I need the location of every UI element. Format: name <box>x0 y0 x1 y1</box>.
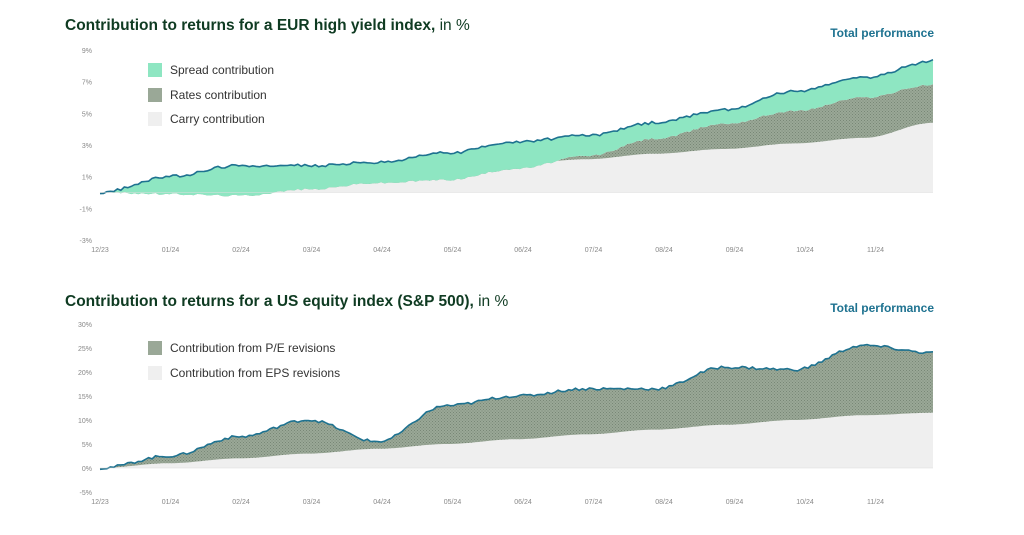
chart-title-text: Contribution to returns for a EUR high y… <box>65 17 436 34</box>
legend-label: Carry contribution <box>170 112 265 127</box>
legend: Contribution from P/E revisions Contribu… <box>148 336 340 385</box>
y-tick-label: 1% <box>82 175 92 182</box>
y-tick-label: 20% <box>78 370 92 377</box>
legend-swatch-spread <box>148 63 162 78</box>
y-tick-label: 5% <box>82 111 92 118</box>
x-tick-label: 08/24 <box>655 499 673 506</box>
legend-swatch-carry <box>148 112 162 127</box>
chart-title-unit: in % <box>478 293 509 310</box>
total-performance-line <box>99 58 934 195</box>
x-tick-label: 10/24 <box>796 247 814 254</box>
y-tick-label: 15% <box>78 394 92 401</box>
x-tick-label: 12/23 <box>91 499 109 506</box>
chart-title-us-equity: Contribution to returns for a US equity … <box>65 293 508 311</box>
total-performance-label: Total performance <box>830 301 934 315</box>
legend-label: Contribution from EPS revisions <box>170 365 341 380</box>
x-tick-label: 02/24 <box>232 499 250 506</box>
x-tick-label: 11/24 <box>867 247 884 254</box>
x-tick-label: 07/24 <box>585 499 603 506</box>
legend-swatch-pe <box>148 341 162 356</box>
legend-label: Spread contribution <box>170 63 275 78</box>
carry-contribution-area <box>100 122 933 193</box>
x-tick-label: 04/24 <box>373 247 391 254</box>
y-tick-label: 10% <box>78 418 92 425</box>
chart-title-text: Contribution to returns for a US equity … <box>65 293 474 310</box>
y-tick-label: 0% <box>82 466 92 473</box>
x-tick-label: 08/24 <box>655 247 673 254</box>
eps-revisions-contribution-area <box>100 412 933 468</box>
x-tick-label: 06/24 <box>514 499 532 506</box>
y-tick-label: 30% <box>78 322 92 329</box>
x-tick-label: 09/24 <box>726 499 744 506</box>
x-tick-label: 07/24 <box>585 247 603 254</box>
spread-contribution-area <box>100 59 933 197</box>
eur-high-yield-chart: 9% 7% 5% 3% 1% -1% -3% 12/23 01/24 02/24 03/24 04/2… <box>80 48 934 254</box>
us-equity-chart-panel: 30% 25% 20% 15% 10% 5% 0% -5% 12/23 01/24 02/24 03/… <box>0 268 1024 535</box>
y-tick-label: -1% <box>80 206 92 213</box>
us-equity-chart: 30% 25% 20% 15% 10% 5% 0% -5% 12/23 01/24 02/24 03/… <box>78 322 934 506</box>
x-tick-label: 04/24 <box>373 499 391 506</box>
legend-swatch-eps <box>148 365 162 380</box>
pe-revisions-contribution-area <box>100 344 933 470</box>
x-tick-label: 05/24 <box>444 247 462 254</box>
y-tick-label: -5% <box>80 490 92 497</box>
legend-item-rates: Rates contribution <box>148 83 274 108</box>
legend-item-pe: Contribution from P/E revisions <box>148 336 340 361</box>
x-tick-label: 01/24 <box>162 499 180 506</box>
chart-title-eur-high-yield: Contribution to returns for a EUR high y… <box>65 17 470 35</box>
legend-item-spread: Spread contribution <box>148 58 274 83</box>
y-tick-label: 5% <box>82 442 92 449</box>
x-tick-label: 01/24 <box>162 247 180 254</box>
legend-item-eps: Contribution from EPS revisions <box>148 361 340 386</box>
x-tick-label: 11/24 <box>867 499 884 506</box>
eur-high-yield-chart-panel: 9% 7% 5% 3% 1% -1% -3% 12/23 01/24 02/24 03/24 04/2… <box>65 17 934 254</box>
legend-item-carry: Carry contribution <box>148 107 274 132</box>
x-tick-label: 12/23 <box>91 247 109 254</box>
y-tick-label: 3% <box>82 143 92 150</box>
x-tick-label: 09/24 <box>726 247 744 254</box>
y-tick-label: 25% <box>78 346 92 353</box>
total-performance-label: Total performance <box>830 26 934 40</box>
total-performance-line <box>99 343 934 471</box>
x-tick-label: 10/24 <box>796 499 814 506</box>
x-tick-label: 02/24 <box>232 247 250 254</box>
rates-contribution-area <box>100 84 933 197</box>
x-tick-label: 06/24 <box>514 247 532 254</box>
chart-title-unit: in % <box>439 17 470 34</box>
legend: Spread contribution Rates contribution C… <box>148 58 274 132</box>
y-tick-label: 7% <box>82 80 92 87</box>
x-tick-label: 03/24 <box>303 247 321 254</box>
x-tick-label: 03/24 <box>303 499 321 506</box>
legend-swatch-rates <box>148 87 162 102</box>
legend-label: Contribution from P/E revisions <box>170 341 336 356</box>
legend-label: Rates contribution <box>170 87 267 102</box>
y-tick-label: -3% <box>80 238 92 245</box>
y-tick-label: 9% <box>82 48 92 55</box>
x-tick-label: 05/24 <box>444 499 462 506</box>
